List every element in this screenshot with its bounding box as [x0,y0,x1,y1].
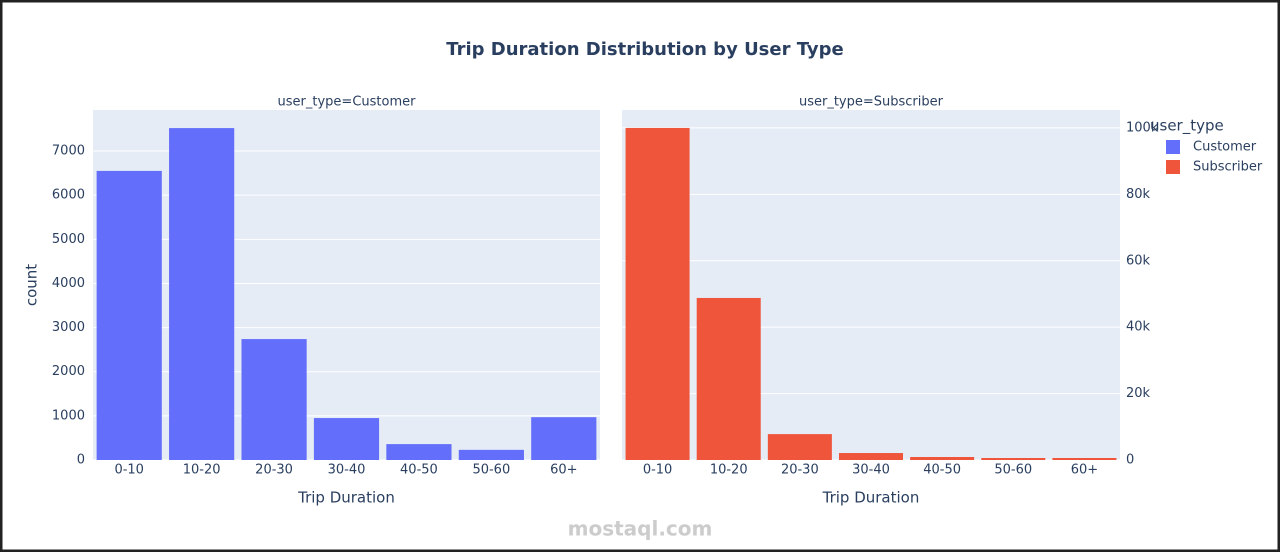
chart-title: Trip Duration Distribution by User Type [446,39,843,60]
bar [910,457,975,460]
legend-label: Customer [1193,140,1257,155]
x-tick-label: 60+ [1071,463,1098,478]
bar [838,453,904,460]
legend-swatch [1166,160,1180,174]
y-tick-label: 2000 [52,364,85,379]
bar [241,339,307,460]
subplot-title: user_type=Customer [278,95,417,110]
bar [96,170,162,460]
legend-title: user_type [1150,117,1224,136]
y-tick-label: 80k [1126,187,1151,202]
y-tick-label: 20k [1126,386,1151,401]
bar [981,458,1046,460]
y-tick-label: 60k [1126,253,1151,268]
watermark: mostaql.com [568,517,713,541]
bar [531,417,597,460]
x-tick-label: 10-20 [183,463,221,478]
x-tick-label: 50-60 [994,463,1032,478]
y-tick-label: 5000 [52,232,85,247]
legend-label: Subscriber [1193,160,1263,175]
x-tick-label: 40-50 [400,463,438,478]
x-axis-label: Trip Duration [297,489,395,507]
bar [313,418,380,460]
x-tick-label: 50-60 [472,463,510,478]
subplot-title: user_type=Subscriber [799,95,944,110]
legend-swatch [1166,140,1180,154]
x-tick-label: 0-10 [114,463,144,478]
bar [625,127,690,460]
x-tick-label: 10-20 [710,463,748,478]
y-tick-label: 1000 [52,408,85,423]
x-axis-label: Trip Duration [822,489,920,507]
y-tick-label: 0 [77,453,85,468]
x-tick-label: 20-30 [781,463,819,478]
x-tick-label: 20-30 [255,463,293,478]
y-tick-label: 7000 [52,144,85,159]
bar [169,128,235,461]
y-tick-label: 4000 [52,276,85,291]
bar [696,297,761,460]
y-tick-label: 100k [1126,120,1159,135]
bar [767,434,832,460]
x-tick-label: 0-10 [643,463,673,478]
bar [458,449,524,460]
x-tick-label: 30-40 [852,463,890,478]
y-axis-label: count [23,264,41,306]
bar [386,444,452,460]
x-tick-label: 40-50 [923,463,961,478]
y-tick-label: 6000 [52,188,85,203]
y-tick-label: 3000 [52,320,85,335]
y-tick-label: 0 [1126,453,1134,468]
y-tick-label: 40k [1126,320,1151,335]
x-tick-label: 60+ [550,463,577,478]
x-tick-label: 30-40 [328,463,366,478]
bar [1052,458,1117,460]
